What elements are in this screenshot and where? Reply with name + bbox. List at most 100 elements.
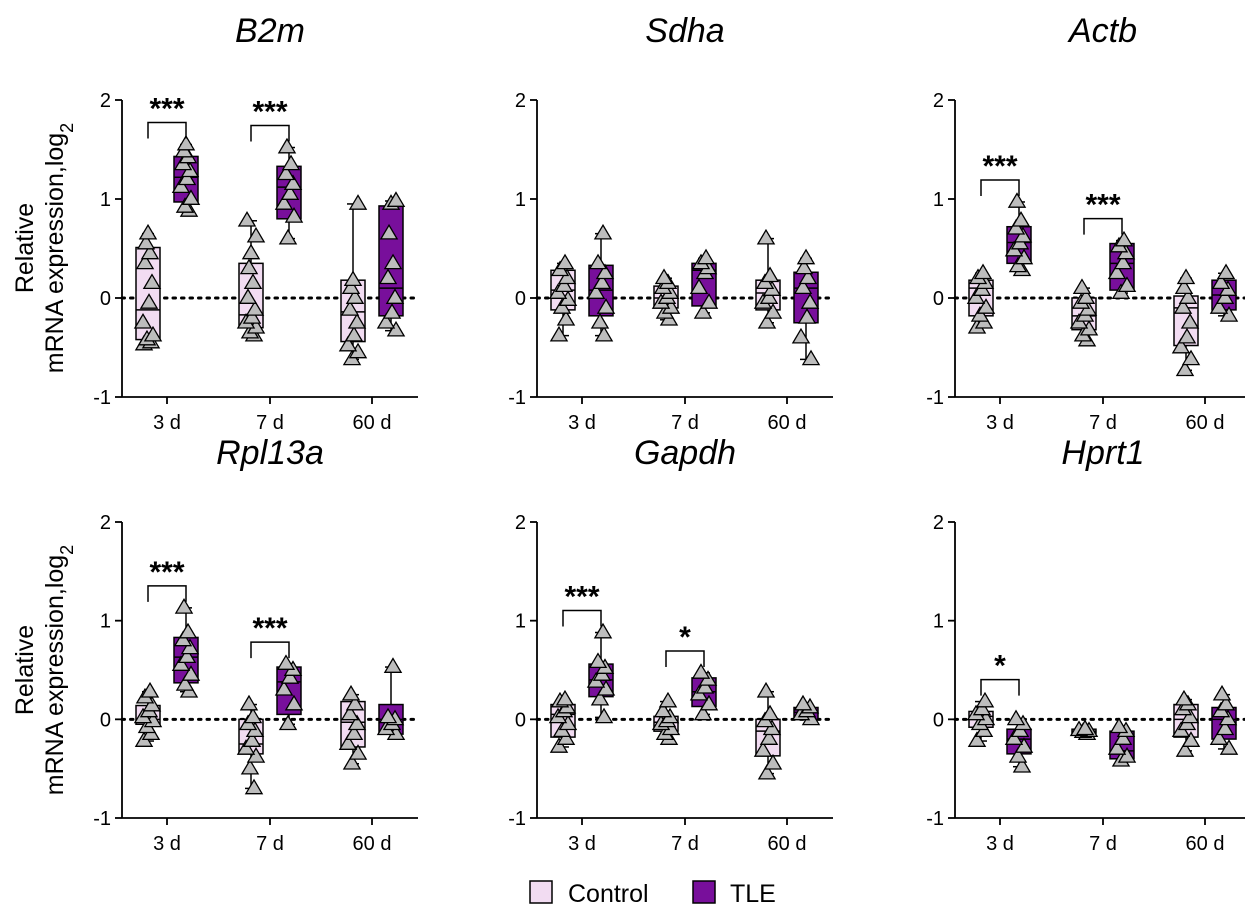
y-axis-title-line-2: mRNA expression,log2 <box>41 123 77 373</box>
y-tick-label: 1 <box>515 611 526 633</box>
box-tle <box>1004 192 1034 277</box>
data-point-triangle <box>557 268 577 285</box>
y-axis-title-line-2: mRNA expression,log2 <box>41 545 77 795</box>
bracket-line <box>562 609 602 627</box>
data-point-triangle <box>554 276 574 293</box>
data-point-triangle <box>967 731 987 747</box>
legend: Control TLE <box>529 880 776 908</box>
bracket-line <box>250 641 290 659</box>
data-point-triangle <box>143 325 163 342</box>
y-axis-title-line-1: Relative <box>11 625 39 715</box>
data-point-triangle <box>240 758 260 775</box>
data-point-triangle <box>759 288 779 304</box>
data-point-triangle <box>1014 737 1034 753</box>
data-point-triangle <box>696 248 716 265</box>
data-point-triangle <box>278 228 298 245</box>
data-point-triangle <box>344 724 364 741</box>
data-point-triangle <box>689 278 709 295</box>
data-point-triangle <box>763 303 783 319</box>
data-point-triangle <box>347 313 367 329</box>
data-point-triangle <box>342 753 362 770</box>
data-point-triangle <box>757 763 777 780</box>
data-point-triangle <box>274 679 294 696</box>
data-point-triangle <box>177 169 197 186</box>
y-tick-label: 2 <box>515 90 526 112</box>
data-point-triangle <box>1215 288 1235 304</box>
y-axis-title-row-1: Relative mRNA expression,log2 <box>11 123 77 373</box>
y-tick-label: -1 <box>93 387 111 409</box>
x-tick-label: 3 d <box>568 833 596 855</box>
data-point-triangle <box>340 300 360 316</box>
data-point-triangle <box>1075 719 1095 736</box>
y-tick-label: 0 <box>933 709 944 731</box>
box-tle <box>1107 717 1137 767</box>
box-control <box>133 223 163 351</box>
data-point-triangle <box>382 303 402 319</box>
y-axis-title-main: mRNA expression,log <box>41 555 69 795</box>
data-point-triangle <box>1004 729 1024 745</box>
data-point-triangle <box>1107 263 1127 280</box>
significance-bracket: * <box>665 621 705 667</box>
box-tle <box>791 694 821 726</box>
bracket-line <box>147 585 187 602</box>
data-point-triangle <box>276 654 296 670</box>
data-point-triangle <box>348 744 368 760</box>
data-point-triangle <box>793 278 813 295</box>
data-point-triangle <box>136 233 156 250</box>
data-point-triangle <box>1008 747 1028 763</box>
legend-label-control: Control <box>568 880 649 908</box>
bracket-line <box>1083 217 1123 235</box>
data-point-triangle <box>763 753 783 770</box>
x-tick-label: 60 d <box>768 833 807 855</box>
data-point-triangle <box>1076 288 1096 304</box>
data-point-triangle <box>1008 256 1028 273</box>
data-point-triangle <box>1174 278 1194 295</box>
significance-bracket: * <box>980 650 1020 696</box>
data-point-triangle <box>176 134 196 151</box>
y-tick-label: 1 <box>100 611 111 633</box>
data-point-triangle <box>1209 298 1229 314</box>
data-point-triangle <box>171 655 191 671</box>
data-point-triangle <box>972 699 992 716</box>
box-tle <box>689 248 719 319</box>
x-tick-label: 60 d <box>1186 833 1225 855</box>
panel-title: B2m <box>235 12 305 50</box>
data-point-triangle <box>699 293 719 309</box>
y-tick-label: 1 <box>100 189 111 211</box>
data-point-triangle <box>236 739 256 755</box>
data-point-triangle <box>1219 306 1239 322</box>
data-point-triangle <box>1013 226 1033 243</box>
y-tick-label: 0 <box>515 709 526 731</box>
significance-label: *** <box>982 150 1017 183</box>
data-point-triangle <box>556 729 576 745</box>
x-tick-label: 7 d <box>671 833 699 855</box>
box-control <box>966 691 996 747</box>
data-point-triangle <box>246 226 266 243</box>
data-point-triangle <box>142 695 162 712</box>
data-point-triangle <box>594 325 614 342</box>
data-point-triangle <box>756 681 776 698</box>
x-tick-label: 60 d <box>353 833 392 855</box>
data-point-triangle <box>241 243 261 260</box>
x-tick-label: 3 d <box>568 412 596 434</box>
y-tick-label: 0 <box>100 288 111 310</box>
data-point-triangle <box>1113 729 1133 745</box>
data-point-triangle <box>797 308 817 324</box>
data-point-triangle <box>276 164 296 181</box>
data-point-triangle <box>1176 268 1196 285</box>
data-point-triangle <box>345 694 365 711</box>
data-point-triangle <box>801 349 821 366</box>
x-tick-label: 7 d <box>256 833 284 855</box>
box-control <box>236 211 266 342</box>
data-point-triangle <box>244 778 264 795</box>
chart-panel-actb: Actb -1 0 1 2 3 d 7 d 60 d *** *** <box>926 12 1245 434</box>
data-point-triangle <box>966 288 986 304</box>
data-point-triangle <box>133 313 153 329</box>
data-point-triangle <box>1006 218 1026 235</box>
y-tick-label: 2 <box>100 90 111 112</box>
box-tle <box>171 598 201 698</box>
data-point-triangle <box>338 734 358 750</box>
data-point-triangle <box>284 207 304 223</box>
data-point-triangle <box>593 622 613 639</box>
data-point-triangle <box>1216 263 1236 280</box>
